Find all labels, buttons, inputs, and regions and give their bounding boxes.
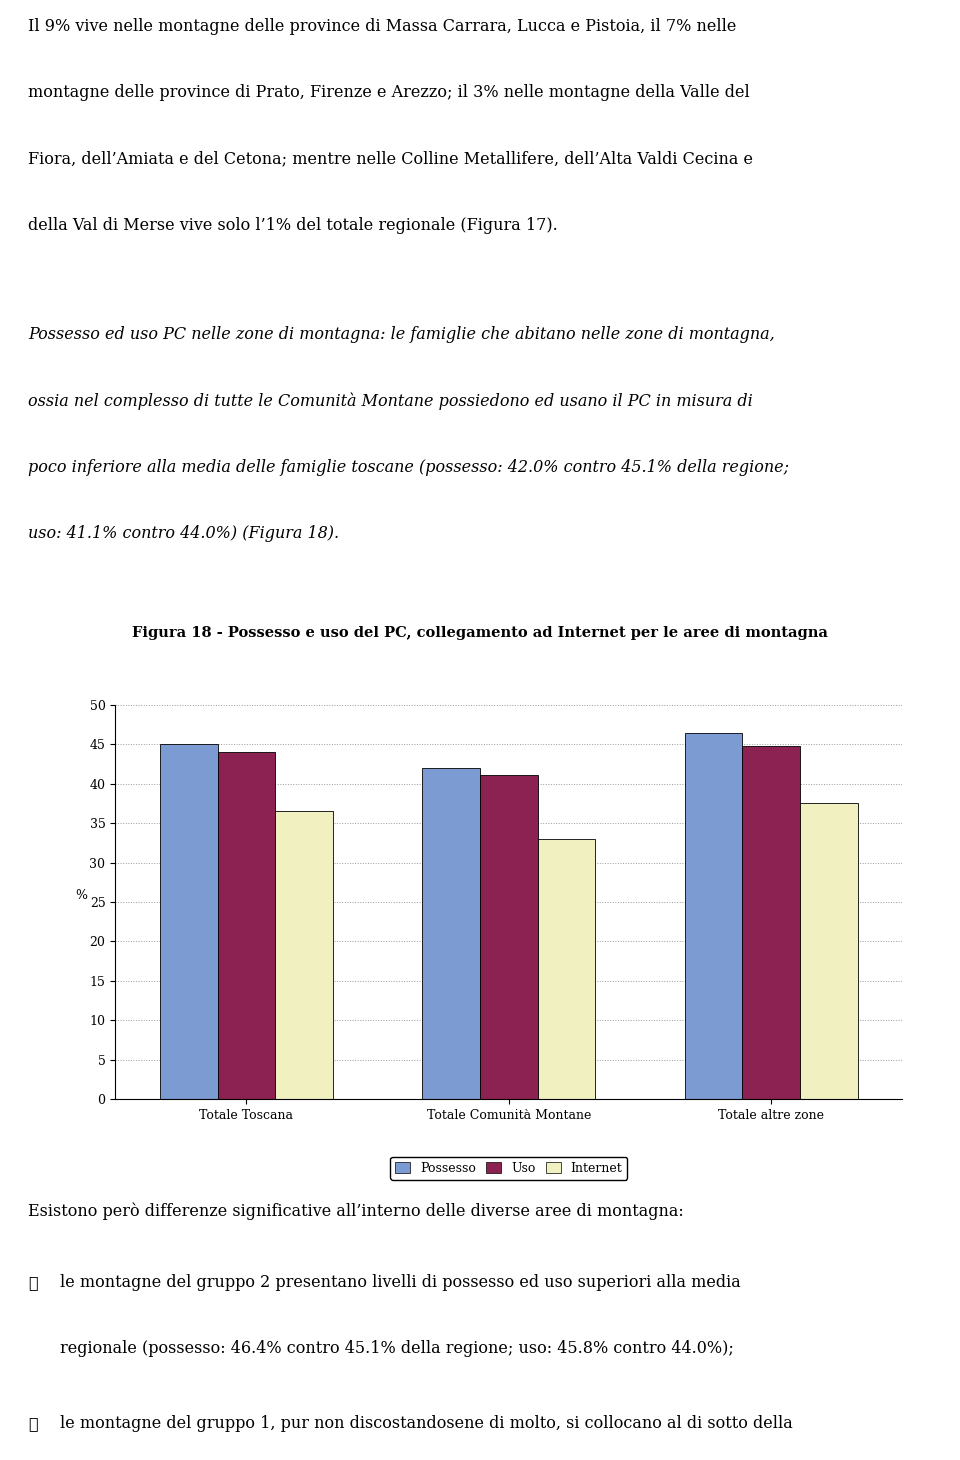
Text: Esistono però differenze significative all’interno delle diverse aree di montagn: Esistono però differenze significative a… xyxy=(28,1203,684,1221)
Text: montagne delle province di Prato, Firenze e Arezzo; il 3% nelle montagne della V: montagne delle province di Prato, Firenz… xyxy=(28,85,750,101)
Bar xyxy=(742,746,800,1099)
Bar xyxy=(538,839,595,1099)
Text: ossia nel complesso di tutte le Comunità Montane possiedono ed usano il PC in mi: ossia nel complesso di tutte le Comunità… xyxy=(28,393,753,410)
Text: regionale (possesso: 46.4% contro 45.1% della regione; uso: 45.8% contro 44.0%);: regionale (possesso: 46.4% contro 45.1% … xyxy=(60,1340,733,1358)
Text: ❖: ❖ xyxy=(28,1275,37,1291)
Bar xyxy=(218,752,276,1099)
Text: uso: 41.1% contro 44.0%) (Figura 18).: uso: 41.1% contro 44.0%) (Figura 18). xyxy=(28,526,339,542)
Text: Possesso ed uso PC nelle zone di montagna: le famiglie che abitano nelle zone di: Possesso ed uso PC nelle zone di montagn… xyxy=(28,327,775,343)
Legend: Possesso, Uso, Internet: Possesso, Uso, Internet xyxy=(391,1156,627,1180)
Text: le montagne del gruppo 1, pur non discostandosene di molto, si collocano al di s: le montagne del gruppo 1, pur non discos… xyxy=(60,1415,793,1432)
Bar xyxy=(684,733,742,1099)
Bar xyxy=(480,775,538,1099)
Text: ❖: ❖ xyxy=(28,1415,37,1432)
Text: Il 9% vive nelle montagne delle province di Massa Carrara, Lucca e Pistoia, il 7: Il 9% vive nelle montagne delle province… xyxy=(28,18,736,35)
Bar xyxy=(276,812,333,1099)
Text: Fiora, dell’Amiata e del Cetona; mentre nelle Colline Metallifere, dell’Alta Val: Fiora, dell’Amiata e del Cetona; mentre … xyxy=(28,150,753,168)
Text: poco inferiore alla media delle famiglie toscane (possesso: 42.0% contro 45.1% d: poco inferiore alla media delle famiglie… xyxy=(28,458,789,476)
Text: Figura 18 - Possesso e uso del PC, collegamento ad Internet per le aree di monta: Figura 18 - Possesso e uso del PC, colle… xyxy=(132,626,828,641)
Y-axis label: %: % xyxy=(75,889,87,902)
Bar xyxy=(159,743,218,1099)
Bar xyxy=(422,768,480,1099)
Text: le montagne del gruppo 2 presentano livelli di possesso ed uso superiori alla me: le montagne del gruppo 2 presentano live… xyxy=(60,1275,741,1291)
Text: della Val di Merse vive solo l’1% del totale regionale (Figura 17).: della Val di Merse vive solo l’1% del to… xyxy=(28,216,558,234)
Bar xyxy=(800,803,858,1099)
